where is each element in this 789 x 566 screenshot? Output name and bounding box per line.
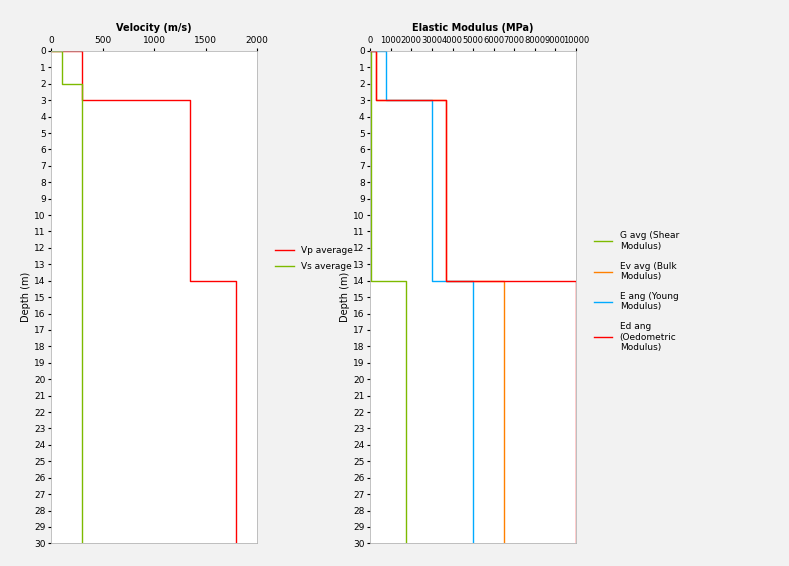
E ang (Young
Modulus) [427,277,436,284]
Line: Ev avg (Bulk
Modulus): Ev avg (Bulk Modulus) [370,51,504,543]
E ang (Young
Modulus) [427,97,436,104]
Vp average [185,97,195,104]
Vp average [77,97,87,104]
G avg (Shear
Modulus) [365,48,375,54]
G avg (Shear
Modulus) [367,97,376,104]
Line: Vp average: Vp average [51,51,237,543]
G avg (Shear
Modulus) [367,48,376,54]
G avg (Shear
Modulus) [367,277,376,284]
Ev avg (Bulk
Modulus) [372,48,381,54]
Line: Vs average: Vs average [51,51,82,543]
Vs average [77,80,87,87]
Vp average [77,48,87,54]
Ev avg (Bulk
Modulus) [442,277,451,284]
E ang (Young
Modulus) [469,540,478,547]
Vs average [77,97,87,104]
Ev avg (Bulk
Modulus) [442,97,451,104]
Vs average [57,80,66,87]
Line: E ang (Young
Modulus): E ang (Young Modulus) [370,51,473,543]
G avg (Shear
Modulus) [402,540,411,547]
Legend: Vp average, Vs average: Vp average, Vs average [272,243,356,275]
Legend: G avg (Shear
Modulus), Ev avg (Bulk
Modulus), E ang (Young
Modulus), Ed ang
(Oed: G avg (Shear Modulus), Ev avg (Bulk Modu… [591,228,682,355]
G avg (Shear
Modulus) [367,97,376,104]
X-axis label: Elastic Modulus (MPa): Elastic Modulus (MPa) [413,23,534,33]
Vs average [77,277,87,284]
Vs average [77,277,87,284]
Ed ang
(Oedometric
Modulus) [372,97,381,104]
Y-axis label: Depth (m): Depth (m) [21,272,32,322]
E ang (Young
Modulus) [469,277,478,284]
Vp average [185,277,195,284]
Vs average [57,48,66,54]
Ev avg (Bulk
Modulus) [372,97,381,104]
X-axis label: Velocity (m/s): Velocity (m/s) [116,23,192,33]
Vs average [77,540,87,547]
E ang (Young
Modulus) [381,48,391,54]
Vp average [232,277,241,284]
Ed ang
(Oedometric
Modulus) [372,48,381,54]
Ed ang
(Oedometric
Modulus) [365,48,375,54]
Ed ang
(Oedometric
Modulus) [571,277,581,284]
Ev avg (Bulk
Modulus) [499,277,509,284]
Line: Ed ang
(Oedometric
Modulus): Ed ang (Oedometric Modulus) [370,51,576,543]
E ang (Young
Modulus) [381,97,391,104]
G avg (Shear
Modulus) [402,277,411,284]
Ed ang
(Oedometric
Modulus) [442,277,451,284]
Line: G avg (Shear
Modulus): G avg (Shear Modulus) [370,51,406,543]
Y-axis label: Depth (m): Depth (m) [340,272,350,322]
Ed ang
(Oedometric
Modulus) [571,540,581,547]
Ev avg (Bulk
Modulus) [365,48,375,54]
Ed ang
(Oedometric
Modulus) [442,97,451,104]
Vp average [232,540,241,547]
Vp average [47,48,56,54]
Vs average [77,97,87,104]
Vs average [47,48,56,54]
E ang (Young
Modulus) [365,48,375,54]
Ev avg (Bulk
Modulus) [499,540,509,547]
